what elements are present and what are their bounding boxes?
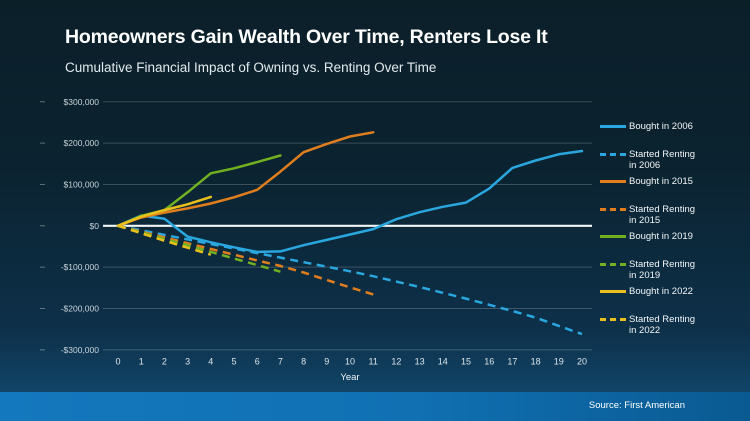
series-line-started-renting-in-2015 — [117, 224, 374, 296]
legend-item-bought-in-2019: Bought in 2019 — [600, 231, 705, 259]
x-tick-label: 18 — [531, 357, 541, 367]
x-tick-label: 17 — [507, 357, 517, 367]
x-tick-label: 14 — [438, 357, 448, 367]
solid-line-swatch-icon — [600, 180, 626, 183]
x-tick-label: 20 — [577, 357, 587, 367]
chart-subtitle: Cumulative Financial Impact of Owning vs… — [65, 60, 437, 75]
x-tick-label: 0 — [115, 357, 120, 367]
legend-item-started-renting-in-2015: Started Renting in 2015 — [600, 204, 705, 232]
dashed-line-swatch-icon — [600, 262, 626, 266]
footer-ribbon — [0, 392, 750, 421]
series-line-bought-in-2015 — [116, 131, 375, 228]
page-title: Homeowners Gain Wealth Over Time, Renter… — [65, 26, 548, 48]
legend-label: Bought in 2019 — [629, 231, 693, 242]
dashed-line-swatch-icon — [600, 152, 626, 156]
legend-item-started-renting-in-2006: Started Renting in 2006 — [600, 149, 705, 177]
x-tick-label: 11 — [369, 357, 378, 367]
legend-label: Started Renting in 2022 — [629, 313, 696, 336]
x-tick-label: 1 — [139, 357, 144, 367]
x-tick-label: 16 — [484, 357, 494, 367]
x-tick-label: 7 — [278, 357, 283, 367]
dashed-line-swatch-icon — [600, 207, 626, 211]
solid-line-swatch-icon — [600, 290, 626, 293]
legend-label: Started Renting in 2015 — [629, 203, 696, 226]
legend-item-bought-in-2022: Bought in 2022 — [600, 286, 705, 314]
series-line-started-renting-in-2019 — [117, 224, 281, 273]
y-tick-label: $0 — [90, 221, 100, 231]
solid-line-swatch-icon — [600, 125, 626, 128]
x-tick-label: 8 — [301, 357, 306, 367]
legend-label: Bought in 2015 — [629, 176, 693, 187]
legend-label: Bought in 2006 — [629, 121, 693, 132]
x-tick-label: 4 — [208, 357, 213, 367]
legend-item-started-renting-in-2019: Started Renting in 2019 — [600, 259, 705, 287]
y-tick-label: $200,000 — [64, 138, 100, 148]
x-tick-label: 6 — [255, 357, 260, 367]
series-line-started-renting-in-2006 — [117, 224, 583, 336]
legend-label: Started Renting in 2006 — [629, 148, 696, 171]
solid-line-swatch-icon — [600, 235, 626, 238]
series-line-bought-in-2022 — [116, 195, 213, 228]
y-tick-label: -$200,000 — [61, 304, 100, 314]
x-tick-label: 3 — [185, 357, 190, 367]
y-tick-label: -$300,000 — [61, 345, 100, 355]
y-tick-label: -$100,000 — [61, 262, 100, 272]
legend-label: Bought in 2022 — [629, 286, 693, 297]
y-tick-label: $100,000 — [64, 179, 100, 189]
x-tick-label: 9 — [324, 357, 329, 367]
x-tick-label: 13 — [415, 357, 425, 367]
source-attribution: Source: First American — [588, 400, 685, 411]
x-tick-label: 5 — [231, 357, 236, 367]
legend-item-bought-in-2006: Bought in 2006 — [600, 121, 705, 149]
chart-legend: Bought in 2006 Started Renting in 2006 Bou… — [600, 121, 705, 341]
x-tick-label: 12 — [391, 357, 401, 367]
series-line-started-renting-in-2022 — [117, 224, 212, 256]
legend-item-bought-in-2015: Bought in 2015 — [600, 176, 705, 204]
x-tick-label: 2 — [162, 357, 167, 367]
x-tick-label: 10 — [345, 357, 355, 367]
x-tick-label: 15 — [461, 357, 471, 367]
x-tick-label: 19 — [554, 357, 564, 367]
series-line-bought-in-2006 — [116, 149, 584, 254]
dashed-line-swatch-icon — [600, 317, 626, 321]
y-tick-label: $300,000 — [64, 97, 100, 107]
legend-label: Started Renting in 2019 — [629, 258, 696, 281]
legend-item-started-renting-in-2022: Started Renting in 2022 — [600, 314, 705, 342]
x-axis-title: Year — [340, 372, 359, 383]
